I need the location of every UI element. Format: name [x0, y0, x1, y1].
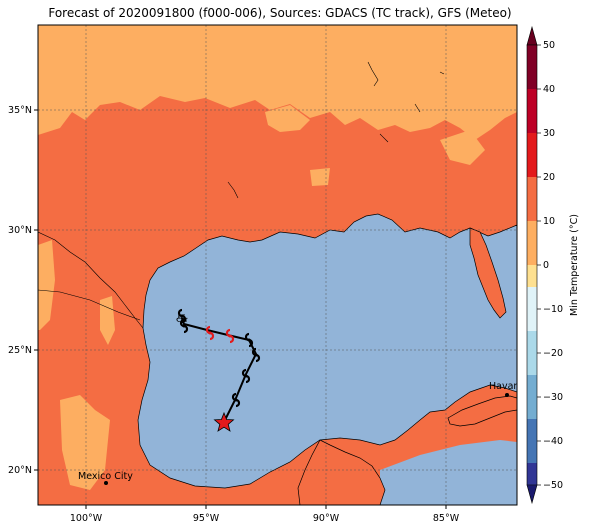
temperature-patch-mexico	[60, 395, 110, 490]
colorbar-segment	[527, 243, 537, 266]
colorbar-segment	[527, 221, 537, 244]
cuba-island	[447, 395, 517, 427]
colorbar-segment	[527, 353, 537, 376]
map-frame	[37, 24, 518, 506]
colorbar-tick-label: 50	[543, 40, 555, 51]
temperature-patch-mid	[310, 168, 330, 186]
colorbar-segment	[527, 133, 537, 156]
colorbar-segment	[527, 375, 537, 398]
colorbar-tick-label: 0	[543, 260, 549, 271]
city-marker-mexico-city	[104, 481, 108, 485]
colorbar-tick-label: −40	[543, 436, 563, 447]
temperature-patch-ne	[440, 130, 485, 165]
colorbar-segment	[527, 89, 537, 112]
city-label-mexico-city: Mexico City	[78, 471, 133, 482]
colorbar-arrow-top	[526, 25, 538, 46]
border-lines	[38, 231, 144, 329]
colorbar-segment	[527, 111, 537, 134]
cyclone-symbol	[251, 347, 261, 363]
map-area: ௬ Havana Mexico City	[38, 25, 525, 505]
colorbar-segment	[527, 397, 537, 420]
florida-peninsula	[469, 227, 507, 319]
colorbar-segment	[527, 331, 537, 354]
lon-tick-label: 100°W	[70, 513, 103, 524]
lon-tick-label: 85°W	[433, 513, 460, 524]
graticule	[38, 25, 517, 505]
colorbar-tick-label: 20	[543, 172, 555, 183]
lat-tick-label: 30°N	[8, 225, 32, 236]
colorbar-tick-label: 30	[543, 128, 555, 139]
cyclone-symbol-current	[225, 328, 235, 344]
colorbar-segment	[527, 177, 537, 200]
lat-tick-label: 25°N	[8, 345, 32, 356]
lon-tick-label: 90°W	[313, 513, 340, 524]
colorbar-segment	[527, 287, 537, 310]
colorbar-tick-label: 40	[543, 84, 555, 95]
temperature-patch-north	[265, 105, 310, 132]
colorbar-segment	[527, 265, 537, 288]
lat-tick-label: 20°N	[8, 465, 32, 476]
colorbar-segment	[527, 67, 537, 90]
caribbean-sea	[380, 440, 517, 505]
city-label-havana: Havana	[489, 381, 525, 392]
cyclone-symbol	[241, 368, 251, 384]
cyclone-symbol	[179, 318, 189, 334]
temperature-patch-west	[38, 240, 55, 330]
colorbar-tick-label: −30	[543, 392, 563, 403]
lon-tick-label: 95°W	[193, 513, 220, 524]
star-marker	[213, 411, 235, 432]
map-title: Forecast of 2020091800 (f000-006), Sourc…	[48, 6, 512, 20]
colorbar-segment	[527, 199, 537, 222]
colorbar-segment	[527, 155, 537, 178]
lake-outlines	[227, 61, 445, 199]
cyclone-symbol	[244, 332, 254, 348]
colorbar-segment	[527, 309, 537, 332]
latitude-ticks: 35°N 30°N 25°N 20°N	[8, 105, 38, 476]
yucatan-peninsula	[297, 439, 386, 505]
colorbar: 50 40 30 20 10 0 −10 −20 −30 −40 −50 Min Temperatu…	[526, 25, 580, 505]
colorbar-segment	[527, 419, 537, 442]
longitude-ticks: 100°W 95°W 90°W 85°W	[70, 505, 460, 524]
colorbar-tick-label: −20	[543, 348, 563, 359]
cyclone-symbol	[177, 308, 187, 324]
colorbar-label: Min Temperature (°C)	[569, 214, 580, 316]
colorbar-segment	[527, 463, 537, 486]
lat-tick-label: 35°N	[8, 105, 32, 116]
colorbar-segment	[527, 441, 537, 464]
colorbar-segment	[527, 45, 537, 68]
cyclone-symbol	[231, 392, 241, 408]
colorbar-tick-label: −50	[543, 480, 563, 491]
cyclone-symbols	[177, 308, 261, 408]
colorbar-arrow-bottom	[526, 484, 538, 505]
cyclone-symbol-current	[205, 325, 215, 341]
city-marker-havana	[505, 393, 509, 397]
colorbar-tick-label: −10	[543, 304, 563, 315]
colorbar-tick-label: 10	[543, 216, 555, 227]
temperature-patch-sierra	[100, 296, 115, 345]
